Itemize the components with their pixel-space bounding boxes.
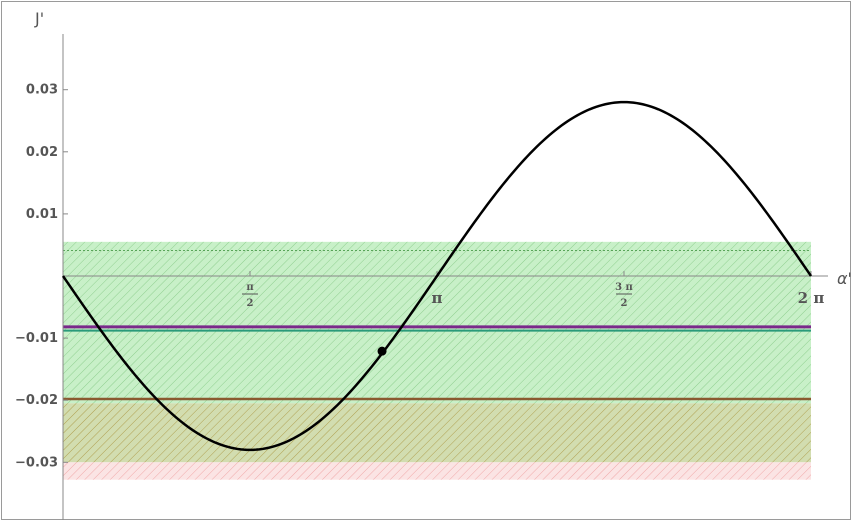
x-tick-denominator-0: 2 <box>247 298 254 309</box>
x-tick-denominator-2: 2 <box>621 298 628 309</box>
y-tick-label-0: 0.03 <box>26 83 58 98</box>
band-hatch-2 <box>63 462 811 480</box>
bands-layer <box>63 241 811 480</box>
curve-layer <box>61 100 813 452</box>
series-curve <box>61 100 813 452</box>
band-hatch-0 <box>63 241 811 404</box>
marker-point <box>377 346 387 356</box>
y-tick-label-2: 0.01 <box>26 207 58 222</box>
y-tick-label-1: 0.02 <box>26 145 58 160</box>
y-tick-label-4: −0.02 <box>15 393 58 408</box>
x-tick-label-3: 2 π <box>798 289 825 307</box>
y-axis-title: J' <box>34 9 44 28</box>
x-tick-numerator-0: π <box>246 282 253 293</box>
labels-layer: 0.03 0.02 0.01 −0.01 −0.02 −0.03 π 2 π 3 π 2 2 π J' α… <box>15 9 852 470</box>
band-hatch-1 <box>63 403 811 463</box>
x-axis-title: α' <box>837 269 852 288</box>
y-tick-label-3: −0.01 <box>15 331 58 346</box>
x-tick-label-1: π <box>432 289 443 307</box>
reference-lines-layer <box>63 250 811 401</box>
y-tick-label-5: −0.03 <box>15 455 58 470</box>
x-tick-numerator-2: 3 π <box>615 282 633 293</box>
